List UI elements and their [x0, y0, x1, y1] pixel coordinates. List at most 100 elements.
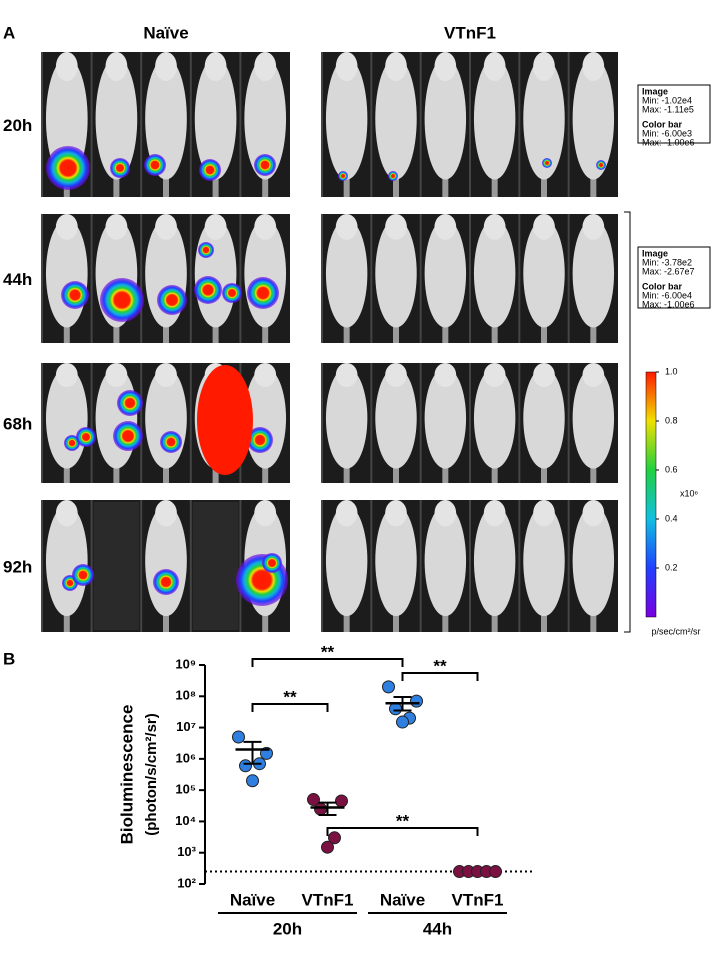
mouse	[424, 505, 467, 617]
mouse-tail	[343, 605, 350, 632]
y-tick-label: 10⁶	[176, 750, 196, 765]
signal	[198, 242, 214, 258]
signal	[157, 285, 187, 315]
colorbar-tick-label: 0.6	[665, 464, 678, 474]
signal	[254, 154, 276, 176]
y-tick-label: 10⁵	[175, 782, 196, 797]
signal	[113, 421, 143, 451]
significance-bracket	[251, 658, 404, 667]
mouse-head	[533, 363, 555, 387]
mouse	[473, 505, 516, 617]
mouse-tail	[163, 459, 169, 483]
mouse-tail	[590, 605, 597, 632]
mouse-head	[533, 52, 555, 81]
data-point	[328, 831, 341, 845]
signal	[61, 281, 89, 309]
signal	[542, 158, 552, 168]
significance-bracket	[251, 703, 329, 712]
mouse-head	[582, 363, 605, 387]
mouse-tail	[541, 605, 547, 632]
mouse-tail	[212, 168, 219, 197]
mouse-head	[434, 363, 457, 387]
info-text: Image	[642, 86, 668, 96]
mouse-head	[483, 214, 506, 240]
mouse	[45, 505, 88, 617]
mouse-tail	[343, 459, 350, 483]
colorbar	[645, 371, 657, 618]
mouse-head	[55, 363, 78, 387]
significance-label: **	[321, 642, 335, 661]
mouse-head	[254, 52, 277, 81]
signal	[76, 427, 96, 447]
mouse-head	[483, 500, 506, 527]
mouse-tail	[491, 168, 498, 197]
mouse-head	[55, 52, 78, 81]
mouse	[572, 219, 615, 328]
mouse-tail	[262, 605, 269, 632]
mouse-tail	[262, 168, 269, 197]
signal	[596, 160, 606, 170]
mouse-tail	[63, 605, 70, 632]
mouse	[572, 505, 615, 617]
row-label: 44h	[3, 270, 32, 289]
mouse-tail	[262, 459, 269, 483]
signal	[222, 283, 242, 303]
mouse	[523, 367, 565, 469]
mouse-head	[254, 363, 277, 387]
colorbar-tick-label: 1.0	[665, 366, 678, 376]
mouse-head	[204, 52, 227, 81]
mouse-head	[582, 214, 605, 240]
mouse-tail	[393, 168, 399, 197]
mouse	[523, 57, 565, 180]
signal	[262, 553, 282, 573]
column-header: VTnF1	[444, 23, 496, 42]
mouse-tail	[163, 317, 169, 343]
data-point	[246, 774, 259, 788]
colorbar-tick-label: 0.4	[665, 513, 678, 523]
mouse	[375, 505, 417, 617]
mouse-tail	[442, 459, 449, 483]
mouse-tail	[393, 459, 399, 483]
mouse	[325, 505, 368, 617]
y-tick-label: 10⁷	[176, 719, 196, 734]
mouse	[325, 219, 368, 328]
y-tick-label: 10⁴	[175, 813, 196, 828]
mouse-head	[434, 500, 457, 527]
mouse	[473, 367, 516, 469]
mouse	[375, 219, 417, 328]
mouse	[194, 57, 237, 180]
mouse-tail	[163, 168, 169, 197]
info-text: Min: -6.00e4	[642, 290, 692, 300]
mouse-tail	[541, 168, 547, 197]
mouse-head	[434, 214, 457, 240]
signal	[197, 365, 253, 475]
error-bar	[243, 740, 262, 765]
signal	[72, 564, 94, 586]
mouse	[424, 57, 467, 180]
data-point	[335, 794, 348, 808]
signal	[194, 276, 222, 304]
x-tick-label: Naïve	[380, 890, 425, 909]
significance-label: **	[433, 656, 447, 675]
signal	[64, 435, 80, 451]
info-text: Max: -1.11e5	[642, 104, 694, 114]
mouse-tail	[541, 317, 547, 343]
data-point	[239, 759, 252, 773]
bracket	[624, 211, 631, 633]
data-point	[389, 702, 402, 716]
group-label: 20h	[273, 919, 302, 938]
mouse-head	[155, 500, 177, 527]
data-point	[396, 715, 409, 729]
x-tick-label: VTnF1	[302, 890, 354, 909]
y-tick-label: 10⁹	[175, 656, 196, 671]
mouse-head	[385, 500, 407, 527]
mouse-head	[533, 214, 555, 240]
mouse-tail	[442, 605, 449, 632]
mouse-tail	[212, 317, 219, 343]
data-point	[307, 793, 320, 807]
mouse-head	[105, 52, 128, 81]
mouse-head	[483, 363, 506, 387]
significance-bracket	[401, 672, 479, 681]
signal	[338, 171, 348, 181]
